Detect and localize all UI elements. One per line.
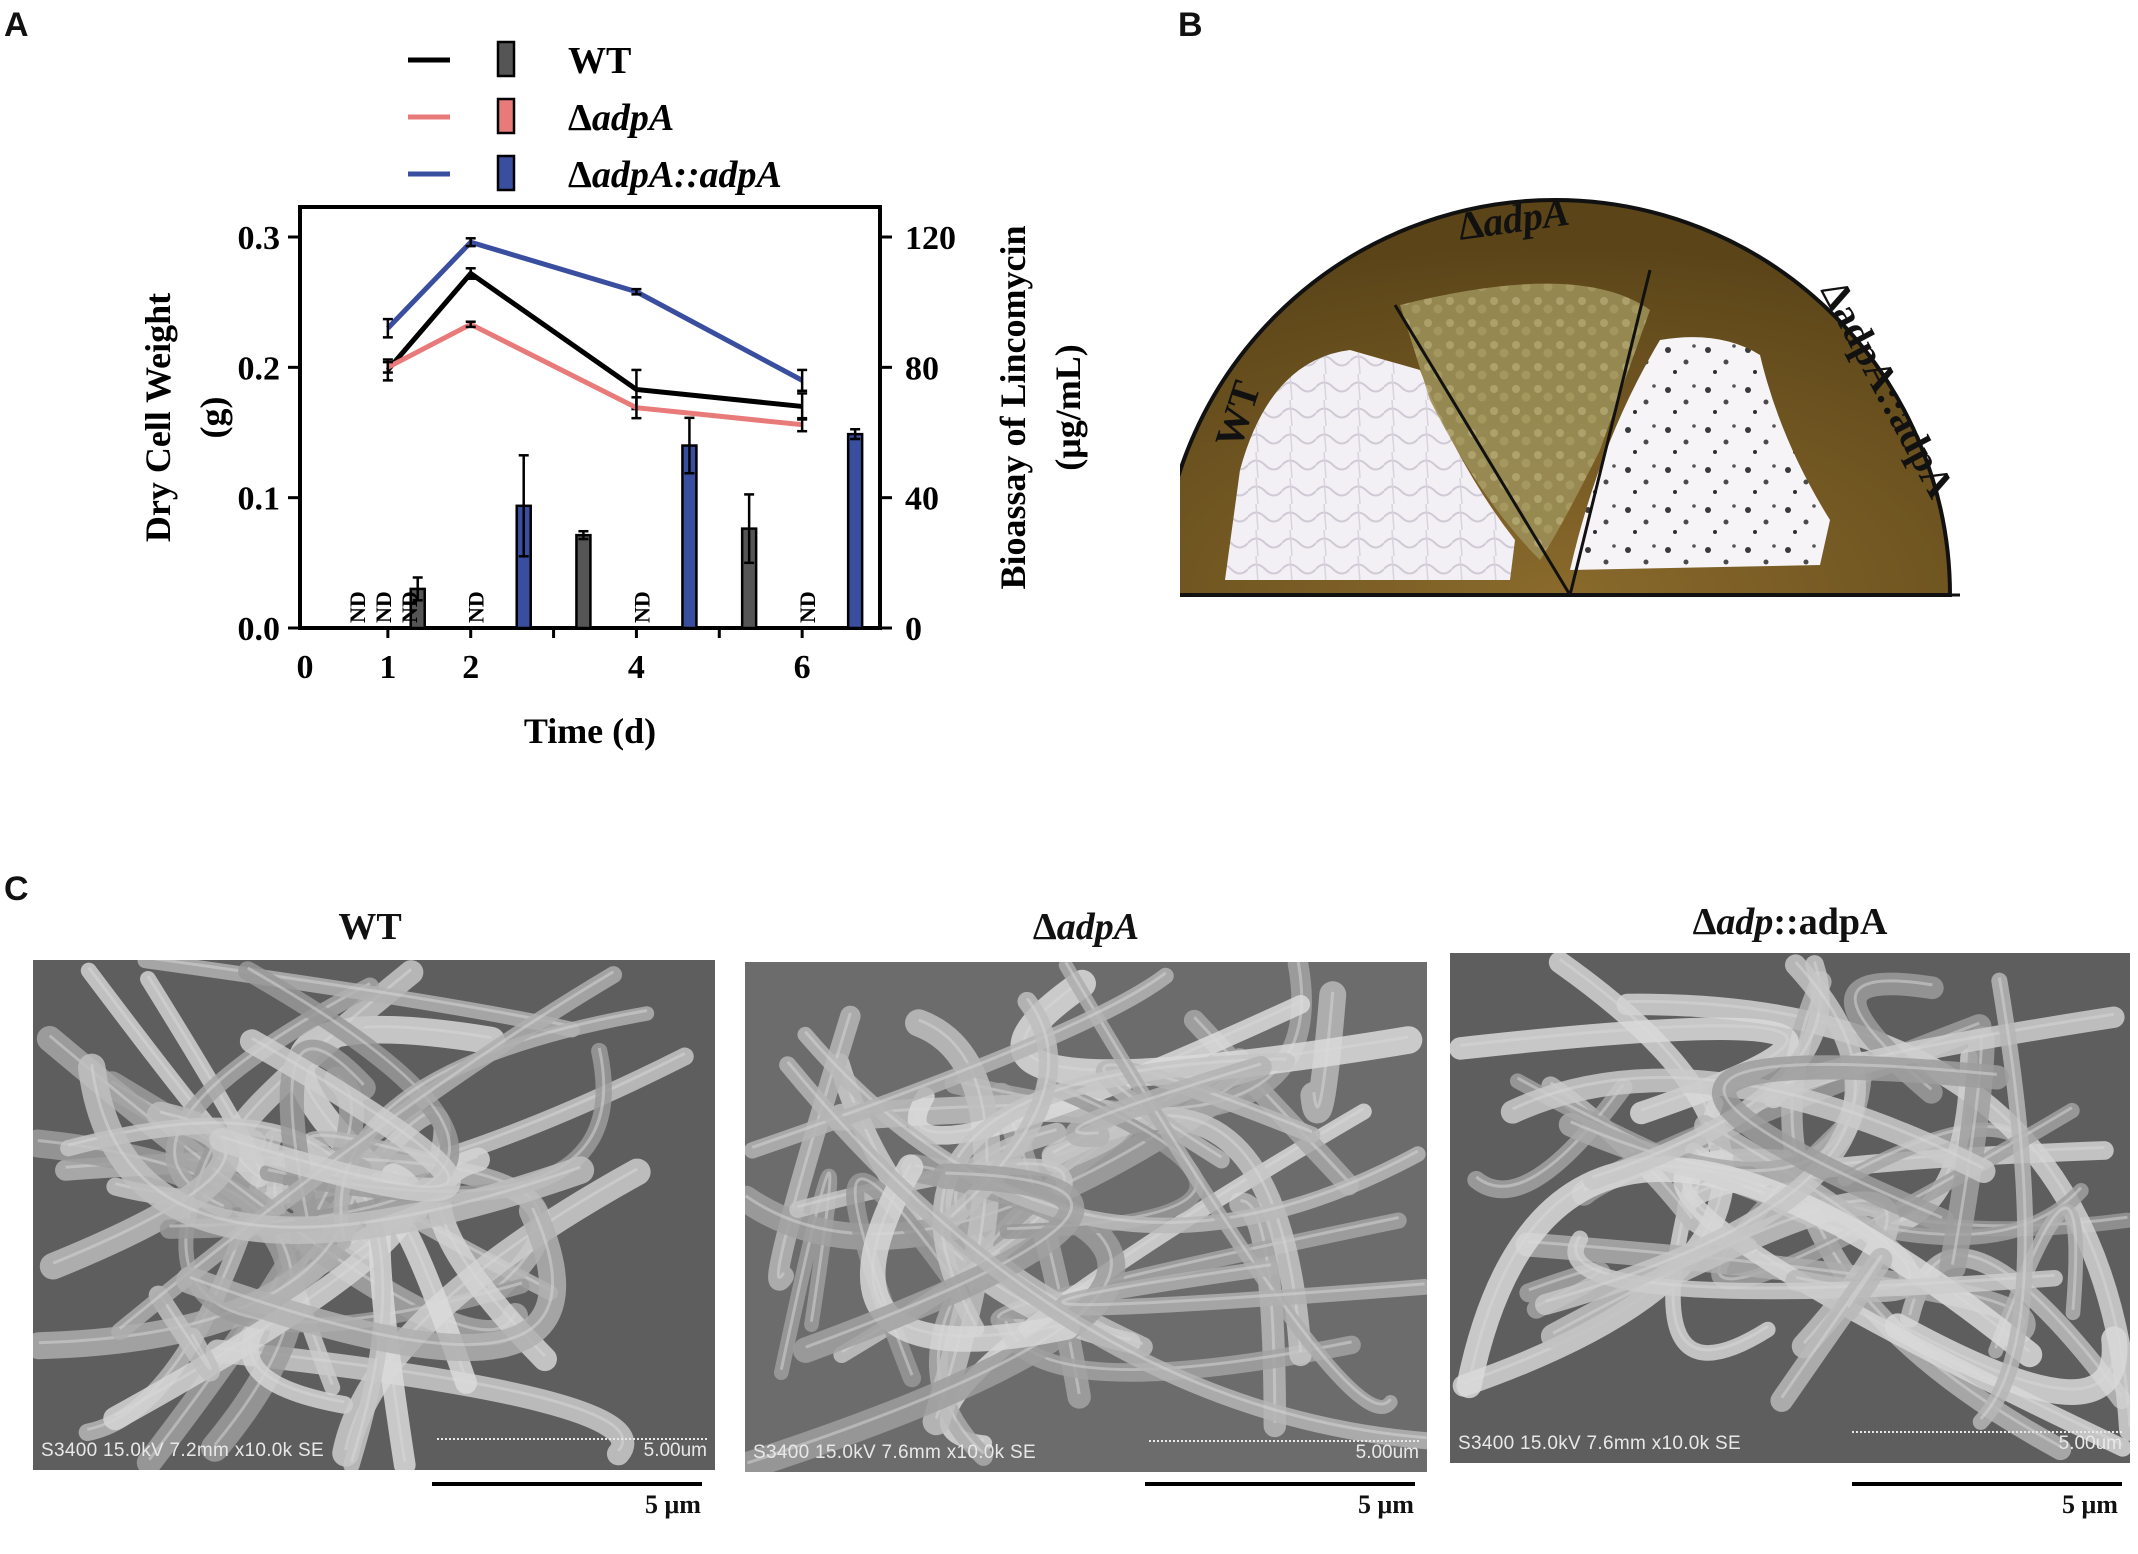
x-axis-label: Time (d) bbox=[524, 711, 656, 751]
sem-info-delta-adpa: S3400 15.0kV 7.6mm x10.0k SE bbox=[753, 1442, 1036, 1463]
nd-label: ND bbox=[795, 591, 820, 623]
x-tick-label: 2 bbox=[462, 649, 479, 686]
legend-bar-swatch bbox=[496, 154, 516, 192]
panel-label-c: C bbox=[4, 870, 29, 908]
scale-bar-wt bbox=[432, 1482, 702, 1486]
sem-title-complemented: Δadp::adpA bbox=[1692, 901, 1888, 943]
sem-title-wt: WT bbox=[338, 906, 402, 948]
bar-wt bbox=[575, 533, 592, 630]
line-adpaadpa bbox=[386, 239, 804, 383]
sem-info-wt: S3400 15.0kV 7.2mm x10.0k SE bbox=[41, 1440, 324, 1461]
legend-bar-swatch bbox=[496, 97, 516, 135]
line-wt bbox=[385, 270, 803, 409]
nd-label: ND bbox=[397, 591, 422, 623]
y-left-tick-label: 0.1 bbox=[238, 481, 281, 518]
colony-complemented bbox=[1570, 337, 1830, 570]
plate-label-delta-adpa: ΔadpA bbox=[1455, 189, 1572, 249]
nd-label: ND bbox=[371, 591, 396, 623]
y-right-tick-label: 0 bbox=[905, 611, 922, 648]
sem-scale-wt: 5.00um bbox=[643, 1440, 707, 1461]
y-left-tick-label: 0.0 bbox=[238, 611, 281, 648]
chart-panel-a: 0.0 0.1 0.2 0.3 0 40 80 120 0 1 2 4 6 Time (d) Dry Cel… bbox=[138, 40, 1088, 751]
panel-label-b: B bbox=[1178, 6, 1203, 44]
y-right-axis-label: Bioassay of Lincomycin bbox=[993, 225, 1033, 589]
agar-plate-photo: WT ΔadpA ΔadpA::adpA bbox=[1180, 189, 1960, 597]
scale-bar-label-wt: 5 μm bbox=[645, 1490, 701, 1519]
line-adpa bbox=[386, 321, 803, 428]
x-tick-label: 0 bbox=[297, 649, 314, 686]
sem-title-delta-adpa: ΔadpA bbox=[1032, 906, 1140, 948]
x-tick-label: 1 bbox=[379, 649, 396, 686]
colony-delta-adpa bbox=[1400, 283, 1650, 560]
sem-image-wt: S3400 15.0kV 7.2mm x10.0k SE 5.00um bbox=[33, 960, 715, 1470]
sem-image-delta-adpa: S3400 15.0kV 7.6mm x10.0k SE 5.00um bbox=[745, 962, 1427, 1472]
y-left-axis-label: Dry Cell Weight bbox=[138, 293, 178, 542]
x-tick-label: 4 bbox=[628, 649, 645, 686]
x-tick-label: 6 bbox=[794, 649, 811, 686]
y-left-axis-unit: (g) bbox=[193, 397, 233, 439]
sem-scale-complemented: 5.00um bbox=[2058, 1433, 2122, 1454]
colony-wt bbox=[1225, 350, 1515, 580]
scale-bar-delta-adpa bbox=[1145, 1482, 1415, 1486]
scale-bar-label-delta-adpa: 5 μm bbox=[1358, 1490, 1414, 1519]
sem-image-complemented: S3400 15.0kV 7.6mm x10.0k SE 5.00um bbox=[1450, 953, 2130, 1463]
legend-label: ΔadpA bbox=[568, 97, 674, 139]
y-left-tick-label: 0.3 bbox=[238, 220, 281, 257]
nd-label: ND bbox=[464, 591, 489, 623]
y-right-tick-label: 120 bbox=[905, 220, 956, 257]
scale-bar-complemented bbox=[1852, 1482, 2122, 1486]
legend-label: ΔadpA::adpA bbox=[568, 154, 782, 196]
y-left-tick-label: 0.2 bbox=[238, 350, 281, 387]
y-right-tick-label: 80 bbox=[905, 350, 939, 387]
nd-label: ND bbox=[629, 591, 654, 623]
panel-label-a: A bbox=[4, 6, 29, 44]
y-right-axis-unit: (μg/mL) bbox=[1048, 344, 1088, 470]
y-right-tick-label: 40 bbox=[905, 481, 939, 518]
sem-info-complemented: S3400 15.0kV 7.6mm x10.0k SE bbox=[1458, 1433, 1741, 1454]
sem-scale-delta-adpa: 5.00um bbox=[1355, 1442, 1419, 1463]
legend-bar-swatch bbox=[496, 40, 516, 78]
legend-label: WT bbox=[568, 40, 631, 82]
nd-label: ND bbox=[345, 591, 370, 623]
bar-adpaadpa bbox=[846, 432, 864, 630]
scale-bar-label-complemented: 5 μm bbox=[2062, 1490, 2118, 1519]
